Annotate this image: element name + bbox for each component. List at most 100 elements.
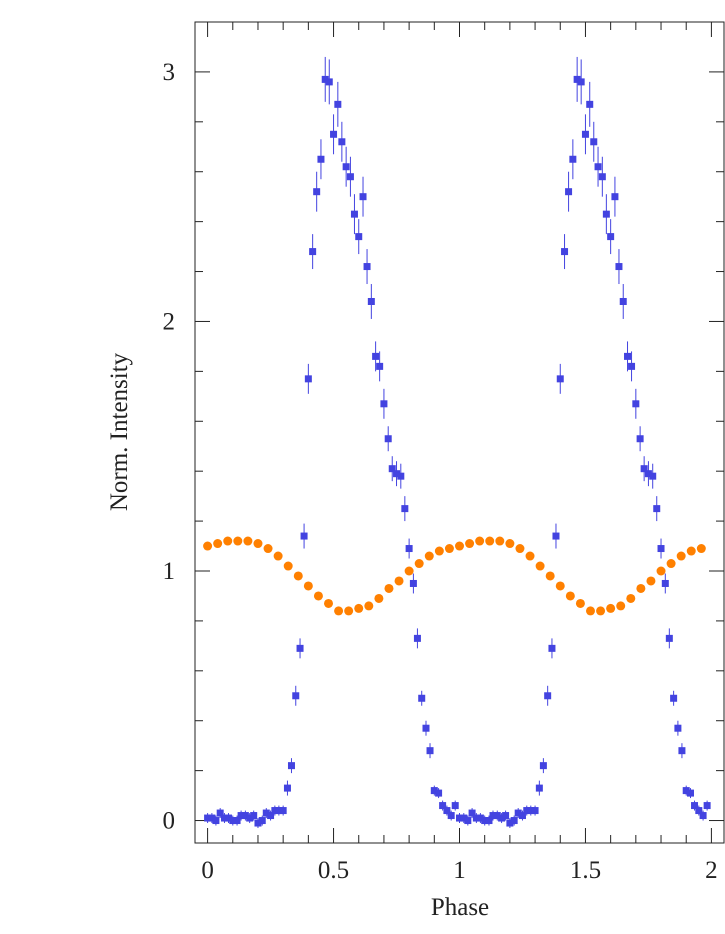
point [510,817,518,825]
point [447,812,455,820]
point [626,593,636,603]
point [585,606,595,616]
point [204,814,212,822]
point [246,814,254,822]
x-tick-label: 0.5 [318,857,349,884]
point [364,601,374,611]
point [665,634,673,642]
point [309,248,317,256]
point [334,606,344,616]
point [422,724,430,732]
point [636,435,644,443]
point [394,576,404,586]
point [250,812,258,820]
point [424,551,434,561]
point [435,789,443,797]
x-axis-label: Phase [431,894,489,921]
point [646,576,656,586]
point [682,787,690,795]
point [430,787,438,795]
point [515,544,525,554]
point [565,188,573,196]
point [439,802,447,810]
point [279,807,287,815]
point [596,606,606,616]
point [661,579,669,587]
point [525,551,535,561]
point [535,561,545,571]
point [644,470,652,478]
point [628,362,636,370]
point [616,601,626,611]
point [696,544,706,554]
point [330,130,338,138]
point [267,812,275,820]
point [676,551,686,561]
point [606,603,616,613]
point [611,193,619,201]
x-tick-label: 1.5 [570,857,601,884]
point [262,809,270,817]
point [456,814,463,822]
point [472,814,480,822]
point [502,812,510,820]
point [653,505,661,513]
point [505,539,515,549]
point [552,532,560,540]
point [636,583,646,593]
point [481,817,489,825]
point [344,606,354,616]
point [229,817,237,825]
point [586,100,594,108]
point [271,807,279,815]
point [367,297,375,305]
point [273,551,283,561]
point [350,210,358,218]
point [376,362,384,370]
point [304,375,312,383]
point [590,138,598,146]
point [401,505,409,513]
point [338,138,346,146]
point [555,581,565,591]
point [203,541,213,551]
point [254,819,262,827]
point [686,546,696,556]
point [303,581,313,591]
point [354,603,364,613]
point [443,807,451,815]
point [220,814,228,822]
y-tick-label: 1 [163,558,176,585]
point [535,784,543,792]
point [293,571,303,581]
point [602,210,610,218]
point [225,814,233,822]
point [495,536,505,546]
point [300,532,308,540]
point [598,173,606,181]
point [384,435,392,443]
point [455,541,464,551]
point [556,375,564,383]
point [615,263,623,271]
point [531,807,539,815]
point [493,812,501,820]
point [405,545,413,553]
point [213,539,223,549]
point [460,814,468,822]
y-tick-label: 3 [163,59,176,86]
plot-frame [194,21,725,844]
point [569,155,577,163]
point [413,634,421,642]
point [325,78,333,86]
point [468,809,476,817]
point [527,807,535,815]
point [372,352,380,360]
point [565,591,575,601]
point [374,593,384,603]
point [666,559,676,569]
x-tick-label: 0 [201,857,214,884]
point [523,807,531,815]
point [678,747,686,755]
